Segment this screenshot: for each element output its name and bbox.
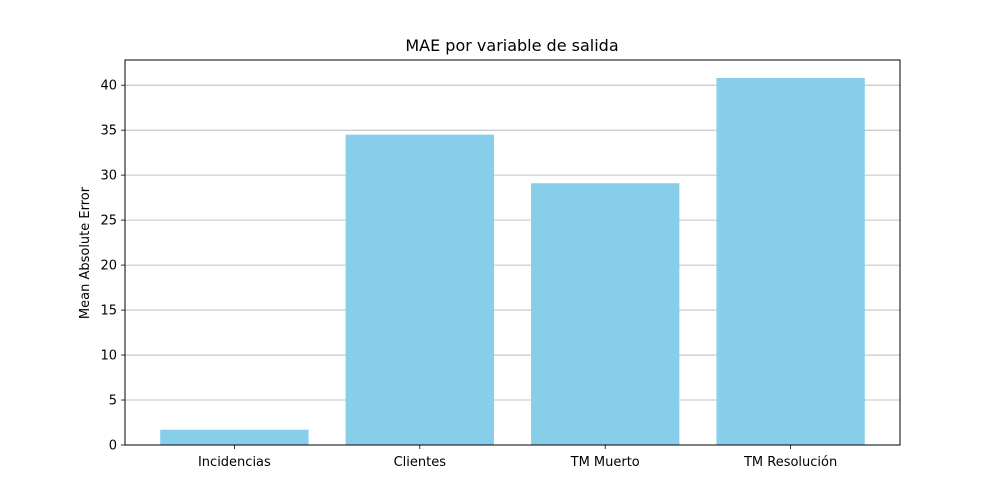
y-tick-label: 30 xyxy=(100,169,117,184)
x-tick-label: TM Muerto xyxy=(570,455,640,470)
plot-frame xyxy=(124,59,901,446)
bar-2 xyxy=(531,183,680,446)
x-tick-label: TM Resolución xyxy=(743,455,837,470)
y-tick-label: 35 xyxy=(100,124,117,139)
y-ticks: 0 5 10 15 20 25 30 35 40 xyxy=(100,79,125,454)
y-tick-label: 0 xyxy=(109,439,117,454)
y-tick-label: 40 xyxy=(100,79,117,94)
grid-lines xyxy=(125,84,900,446)
bar-1 xyxy=(345,134,494,446)
y-tick-label: 25 xyxy=(100,214,117,229)
y-tick-label: 20 xyxy=(100,259,117,274)
x-ticks: Incidencias Clientes TM Muerto TM Resolució… xyxy=(198,445,837,470)
bar-3 xyxy=(716,77,865,445)
y-tick-label: 10 xyxy=(100,349,117,364)
chart-title: MAE por variable de salida xyxy=(405,36,618,55)
bar-0 xyxy=(160,429,309,445)
x-tick-label: Incidencias xyxy=(198,455,271,470)
y-axis-label: Mean Absolute Error xyxy=(78,186,93,319)
bars xyxy=(160,77,865,446)
x-tick-label: Clientes xyxy=(394,455,447,470)
y-tick-label: 15 xyxy=(100,304,117,319)
axes xyxy=(124,59,901,446)
y-tick-label: 5 xyxy=(109,394,117,409)
